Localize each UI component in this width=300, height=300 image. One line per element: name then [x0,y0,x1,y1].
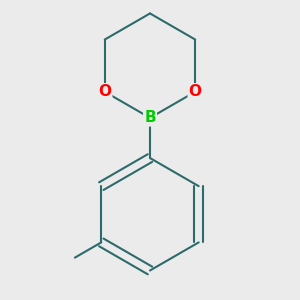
Text: B: B [144,110,156,125]
Text: O: O [189,84,202,99]
Text: O: O [98,84,111,99]
